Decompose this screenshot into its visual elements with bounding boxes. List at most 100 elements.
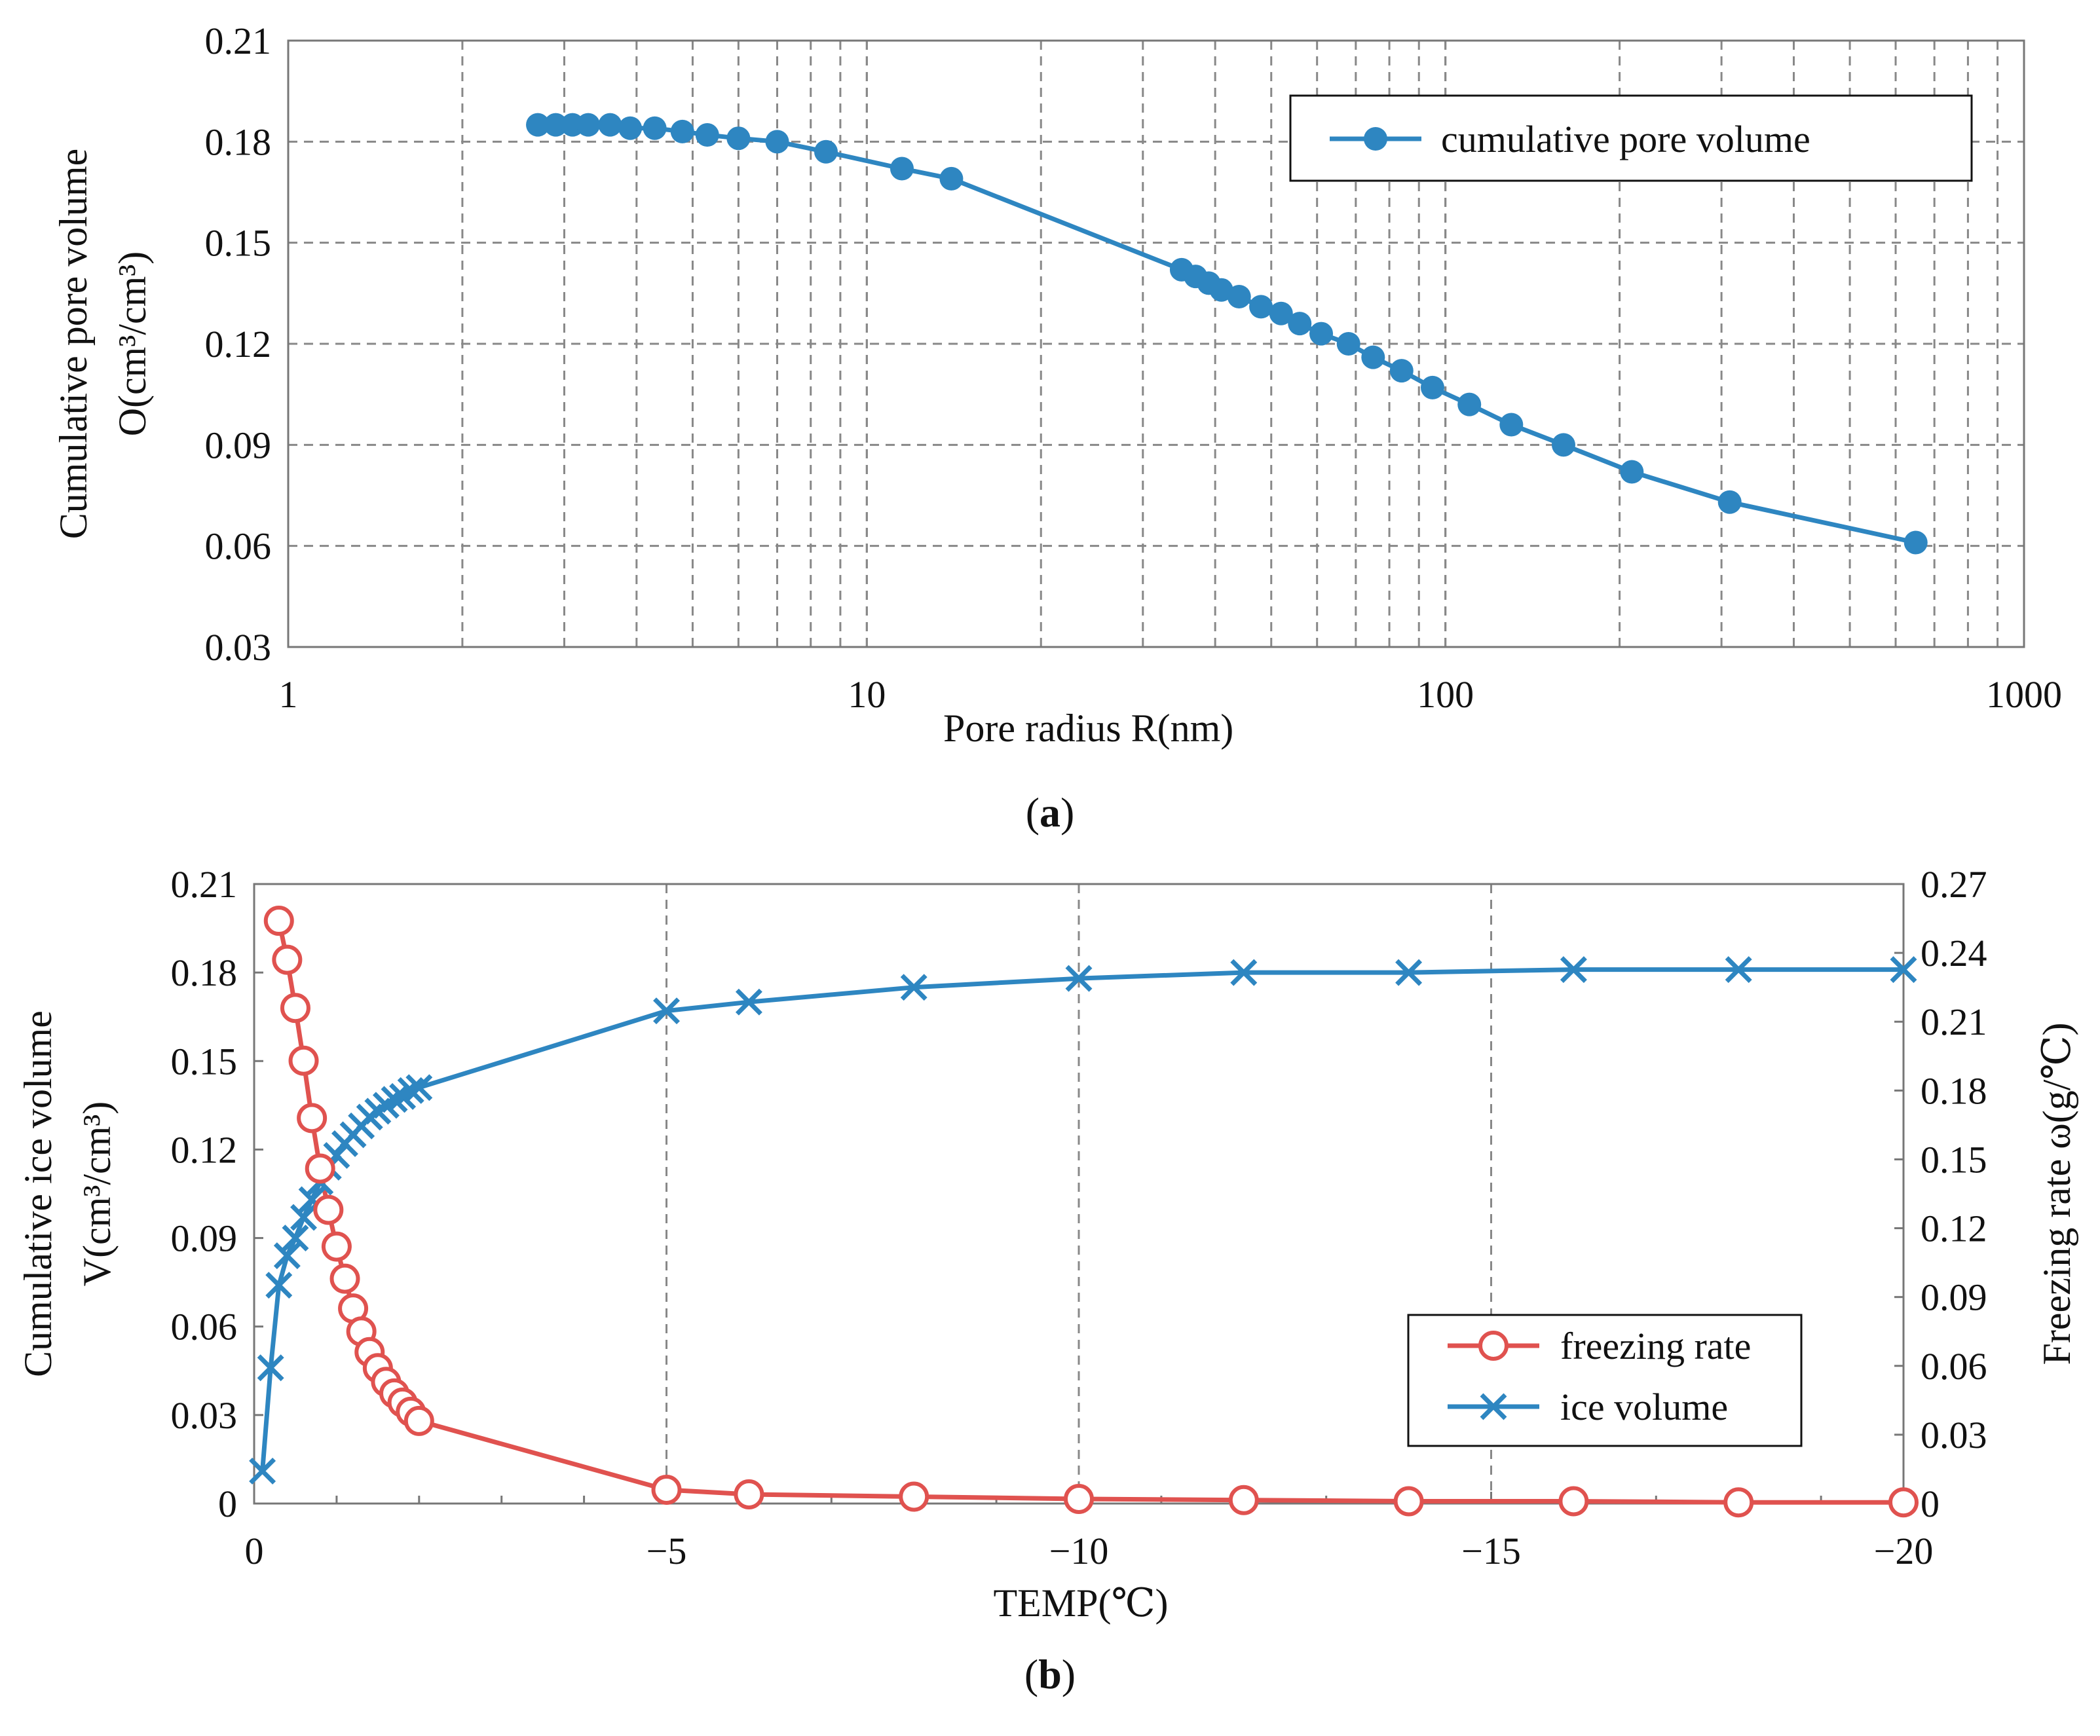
panel-a-y-label-2: O(cm³/cm³)	[111, 251, 154, 437]
panel-b-x-label: TEMP(℃)	[993, 1581, 1168, 1625]
ice-volume-point	[265, 1272, 293, 1299]
freezing-rate-point	[1228, 1485, 1259, 1515]
panel-b-y-left-tick-label: 0	[218, 1483, 237, 1525]
panel-a-legend-box	[1289, 94, 1973, 182]
pore-volume-point	[576, 113, 601, 137]
ice-volume-point	[1890, 956, 1917, 984]
freezing-rate-point	[734, 1479, 764, 1509]
pore-volume-point	[1620, 460, 1644, 484]
ice-volume-point	[653, 997, 680, 1025]
freezing-rate-point	[263, 906, 294, 936]
panel-b-y-right-tick-label: 0.24	[1921, 932, 1987, 974]
pore-volume-point	[1269, 301, 1293, 325]
freezing-rate-point	[305, 1153, 335, 1184]
pore-volume-point	[1249, 295, 1273, 319]
panel-a-x-tick-label: 1	[279, 673, 298, 716]
ice-volume-point	[273, 1242, 301, 1270]
ice-volume-point	[282, 1225, 309, 1252]
freezing-rate-point	[272, 944, 303, 975]
ice-volume-point	[900, 974, 928, 1001]
panel-b-y-left-tick-label: 0.21	[171, 863, 238, 906]
freezing-rate-point	[280, 993, 310, 1024]
panel-b-y-left-tick-label: 0.12	[171, 1128, 238, 1171]
ice-volume-point	[1560, 956, 1587, 984]
panel-b-x-tick-label: −20	[1874, 1530, 1934, 1572]
panel-b-y-right-tick-label: 0.27	[1921, 863, 1987, 906]
pore-volume-point	[544, 113, 568, 137]
panel-b-x-tick-label: −15	[1461, 1530, 1521, 1572]
pore-volume-point	[618, 116, 643, 140]
pore-volume-point	[1361, 345, 1385, 369]
freezing-rate-point	[899, 1481, 929, 1512]
panel-b-y-ticks-left: 0 0.03 0.06 0.09 0.12 0.15 0.18 0.21	[171, 863, 263, 1525]
freezing-rate-point	[1064, 1483, 1094, 1514]
ice-volume-point	[1065, 965, 1093, 992]
freezing-rate-point	[403, 1405, 434, 1436]
ice-volume-point	[397, 1077, 424, 1104]
panel-a-x-label: Pore radius R(nm)	[943, 707, 1233, 750]
ice-volume-point	[249, 1457, 276, 1485]
panel-a-x-tick-label: 1000	[1986, 673, 2062, 716]
panel-a-y-tick-label: 0.06	[205, 525, 272, 568]
panel-a-y-tick-label: 0.03	[205, 626, 272, 669]
legend-ice-volume-label: ice volume	[1560, 1386, 1728, 1428]
panel-b-y-left-tick-label: 0.06	[171, 1306, 238, 1348]
freezing-rate-point	[321, 1231, 352, 1262]
panel-b-x-tick-label: −10	[1049, 1530, 1109, 1572]
panel-a: 0.030.060.090.120.150.180.21 1 10 100 1000 …	[52, 20, 2062, 836]
ice-volume-point	[1725, 956, 1752, 984]
pore-volume-point	[1389, 359, 1414, 383]
pore-volume-point	[1288, 312, 1312, 336]
pore-volume-point	[765, 130, 789, 154]
pore-volume-point	[598, 113, 622, 137]
panel-b-y-right-tick-label: 0.06	[1921, 1345, 1987, 1388]
panel-b-y-left-tick-label: 0.03	[171, 1394, 238, 1437]
pore-volume-point	[814, 139, 838, 164]
panel-a-y-tick-label: 0.15	[205, 222, 272, 265]
legend-freezing-rate-marker	[1478, 1331, 1509, 1361]
panel-a-plot-frame	[287, 39, 2025, 648]
freezing-rate-point	[288, 1045, 319, 1076]
freezing-rate-point	[329, 1263, 360, 1294]
panel-a-y-tick-label: 0.12	[205, 323, 272, 365]
pore-volume-point	[1457, 392, 1482, 416]
freezing-rate-point	[1888, 1487, 1919, 1518]
panel-b-legend: freezing rate ice volume	[1407, 1314, 1803, 1447]
panel-b-x-ticks: 0 −5 −10 −15 −20	[245, 1530, 1934, 1572]
freezing-rate-point	[313, 1194, 344, 1225]
panel-a-y-label-1: Cumulative pore volume	[52, 149, 95, 540]
panel-a-x-tick-label: 100	[1417, 673, 1474, 716]
panel-b: 00.030.060.090.120.150.180.21 00.030.060…	[16, 863, 2078, 1697]
ice-volume-point	[257, 1354, 284, 1382]
panel-a-y-ticks: 0.03 0.06 0.09 0.12 0.15 0.18 0.21	[205, 20, 272, 669]
legend-pore-volume-marker	[1364, 127, 1387, 151]
panel-b-y-left-tick-label: 0.15	[171, 1040, 238, 1082]
pore-volume-points	[526, 113, 1928, 555]
freezing-rate-point	[1558, 1486, 1589, 1517]
freezing-rate-point	[297, 1103, 328, 1134]
panel-b-y-left-label-2: V(cm³/cm³)	[75, 1101, 119, 1287]
pore-volume-point	[1309, 322, 1334, 346]
ice-volume-point	[290, 1204, 318, 1231]
legend-pore-volume-label: cumulative pore volume	[1441, 118, 1810, 160]
panel-b-y-right-label: Freezing rate ω(g/℃)	[2035, 1022, 2078, 1365]
panel-a-y-tick-label: 0.18	[205, 120, 272, 163]
panel-b-y-right-tick-label: 0.09	[1921, 1276, 1987, 1319]
panel-b-y-right-tick-label: 0.03	[1921, 1414, 1987, 1456]
panel-a-x-ticks: 1 10 100 1000	[279, 673, 2063, 716]
panel-b-y-right-tick-label: 0.12	[1921, 1208, 1987, 1250]
pore-volume-point	[1227, 284, 1251, 308]
panel-b-y-left-label-1: Cumulative ice volume	[16, 1010, 60, 1377]
pore-volume-line	[538, 122, 1917, 545]
panel-b-x-tick-label: −5	[647, 1530, 687, 1572]
pore-volume-point	[1717, 490, 1742, 514]
panel-a-legend: cumulative pore volume	[1289, 94, 1973, 182]
pore-volume-point	[1551, 433, 1575, 457]
ice-volume-point	[405, 1074, 433, 1101]
panel-b-y-left-tick-label: 0.18	[171, 951, 238, 994]
panel-a-y-tick-label: 0.21	[205, 20, 272, 62]
ice-volume-point	[1230, 959, 1258, 986]
panel-b-y-right-tick-label: 0.15	[1921, 1138, 1987, 1181]
